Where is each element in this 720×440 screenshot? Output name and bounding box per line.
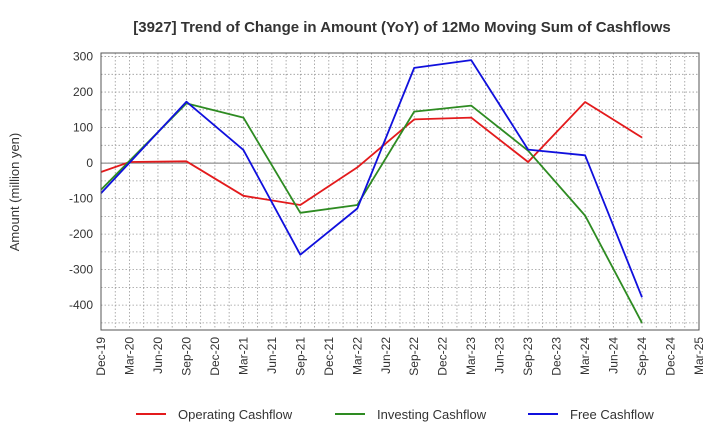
x-tick-label: Dec-20 — [208, 337, 222, 376]
series-line-free-cashflow — [100, 59, 643, 298]
x-tick-labels: Dec-19 Mar-20 Jun-20 Sep-20 Dec-20 Mar-21 Jun-… — [94, 337, 706, 376]
x-tick-label: Mar-23 — [464, 337, 478, 375]
legend-label: Investing Cashflow — [377, 407, 487, 422]
legend: Operating Cashflow Investing Cashflow Free… — [136, 407, 654, 422]
y-tick-labels: 300 200 100 0 -100 -200 -300 -400 — [69, 50, 93, 313]
x-tick-label: Mar-21 — [236, 337, 250, 375]
grid — [101, 53, 699, 330]
plot-area-frame — [100, 52, 700, 331]
x-tick-label: Jun-20 — [151, 337, 165, 374]
x-tick-label: Mar-22 — [350, 337, 364, 375]
x-tick-label: Sep-20 — [179, 337, 193, 376]
y-tick-label: -400 — [69, 298, 93, 312]
x-tick-label: Dec-21 — [322, 337, 336, 376]
y-tick-label: -100 — [69, 192, 93, 206]
y-tick-label: 200 — [73, 85, 93, 99]
y-tick-label: 100 — [73, 121, 93, 135]
y-axis-label: Amount (million yen) — [7, 133, 22, 252]
x-tick-label: Sep-21 — [293, 337, 307, 376]
x-tick-label: Jun-22 — [379, 337, 393, 374]
x-tick-label: Dec-19 — [94, 337, 108, 376]
legend-label: Operating Cashflow — [178, 407, 293, 422]
series-line-investing-cashflow — [100, 102, 643, 324]
series-lines — [100, 59, 643, 324]
x-tick-label: Mar-25 — [692, 337, 706, 375]
x-tick-label: Dec-22 — [436, 337, 450, 376]
x-tick-label: Dec-24 — [664, 337, 678, 376]
series-line-operating-cashflow — [100, 101, 643, 206]
x-tick-label: Jun-21 — [265, 337, 279, 374]
x-tick-label: Sep-24 — [635, 337, 649, 376]
x-tick-label: Mar-24 — [578, 337, 592, 375]
chart-title: [3927] Trend of Change in Amount (YoY) o… — [133, 19, 671, 36]
y-tick-label: -200 — [69, 227, 93, 241]
x-tick-label: Mar-20 — [122, 337, 136, 375]
y-tick-label: 0 — [86, 156, 93, 170]
x-tick-label: Jun-23 — [493, 337, 507, 374]
x-tick-label: Dec-23 — [550, 337, 564, 376]
x-tick-label: Sep-22 — [407, 337, 421, 376]
y-tick-label: 300 — [73, 50, 93, 64]
y-tick-label: -300 — [69, 263, 93, 277]
legend-label: Free Cashflow — [570, 407, 654, 422]
x-tick-label: Sep-23 — [521, 337, 535, 376]
x-tick-label: Jun-24 — [607, 337, 621, 374]
